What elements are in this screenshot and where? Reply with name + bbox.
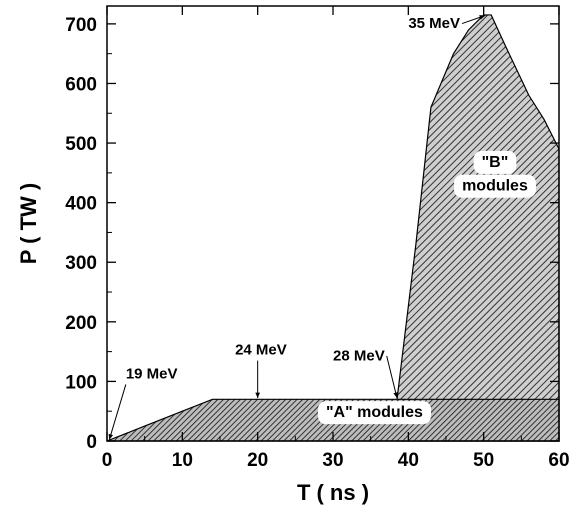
energy-annotation: 28 MeV: [333, 348, 398, 399]
region-label-text: modules: [462, 178, 528, 195]
x-axis-title: T ( ns ): [297, 480, 369, 505]
annotation-text: 28 MeV: [333, 348, 385, 365]
x-tick-label: 20: [247, 450, 268, 471]
region-label-bg: [454, 174, 536, 198]
annotation-text: 19 MeV: [126, 365, 178, 382]
region-label-text: "B": [482, 154, 509, 171]
y-tick-label: 300: [65, 253, 97, 274]
annotation-arrowhead: [108, 433, 114, 440]
x-tick-label: 30: [322, 450, 343, 471]
energy-annotation: 24 MeV: [235, 342, 287, 399]
annotation-arrowhead: [479, 15, 486, 20]
y-tick-label: 200: [65, 313, 97, 334]
energy-annotation: 35 MeV: [408, 15, 486, 32]
x-tick-label: 10: [172, 450, 193, 471]
annotation-text: 35 MeV: [408, 15, 460, 32]
x-tick-label: 0: [102, 450, 113, 471]
y-tick-label: 500: [65, 134, 97, 155]
area-series-2: [396, 14, 560, 442]
x-tick-label: 60: [548, 450, 569, 471]
annotation-leader: [108, 384, 127, 440]
x-tick-label: 40: [398, 450, 419, 471]
y-tick-label: 400: [65, 194, 97, 215]
annotation-leader: [386, 355, 398, 399]
annotation-arrowhead: [393, 392, 398, 399]
region-label-bg: [317, 401, 432, 425]
energy-annotation: 19 MeV: [108, 365, 178, 440]
x-tick-label: 50: [473, 450, 494, 471]
y-tick-label: 700: [65, 15, 97, 36]
region-label: "B": [473, 150, 517, 174]
region-label-bg: [473, 150, 517, 174]
annotation-text: 24 MeV: [235, 342, 287, 359]
annotation-arrowhead: [255, 392, 261, 399]
region-label: modules: [454, 174, 536, 198]
region-label: "A" modules: [317, 401, 432, 425]
region-label-text: "A" modules: [326, 404, 423, 421]
y-tick-label: 0: [86, 432, 97, 453]
y-axis-title: P ( TW ): [16, 183, 41, 264]
y-tick-label: 100: [65, 372, 97, 393]
y-tick-label: 600: [65, 74, 97, 95]
